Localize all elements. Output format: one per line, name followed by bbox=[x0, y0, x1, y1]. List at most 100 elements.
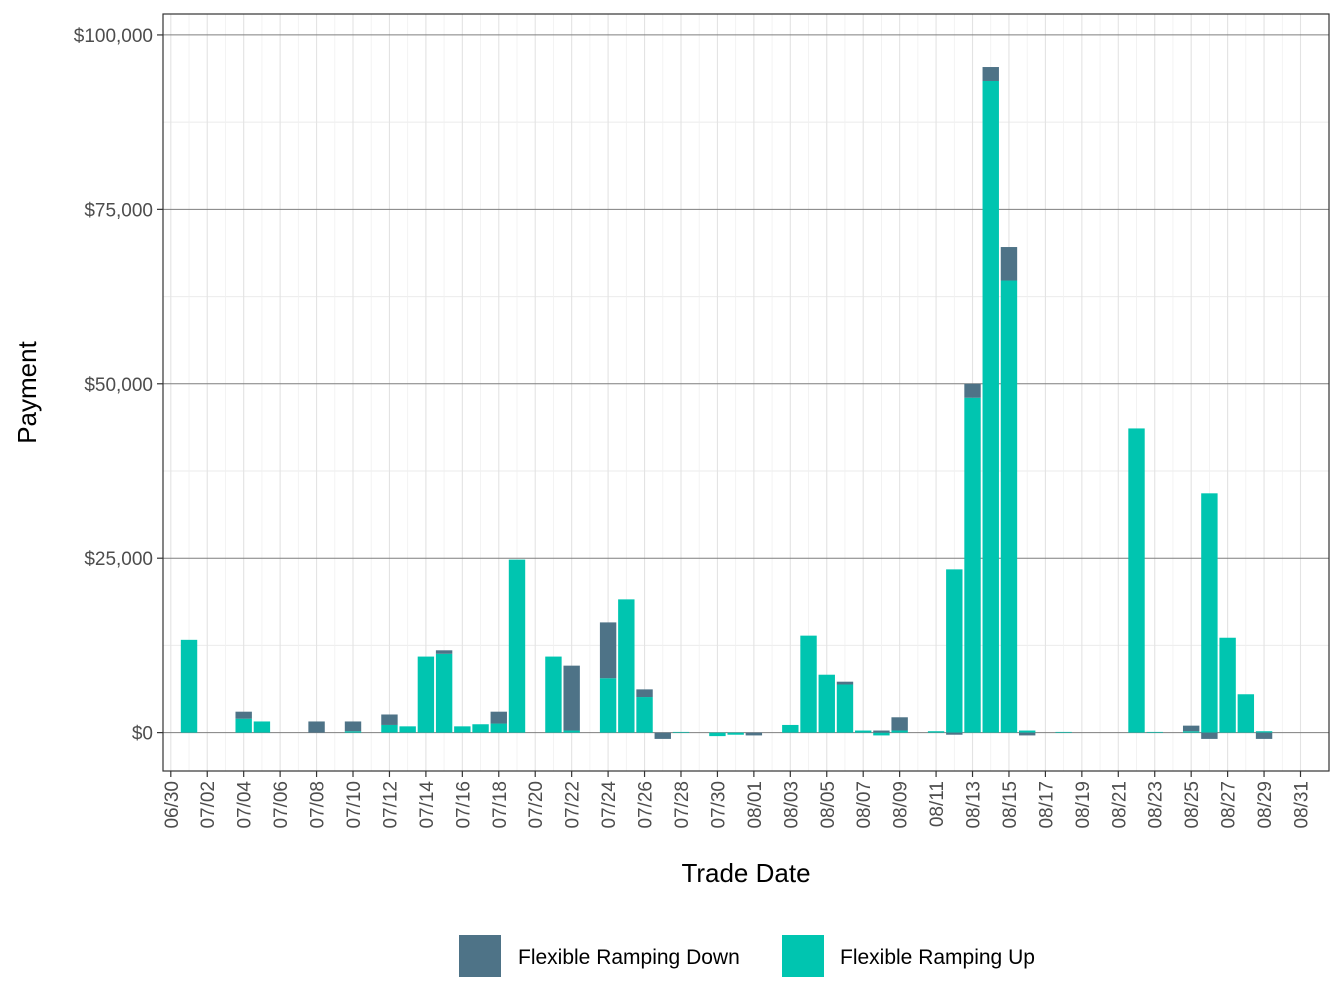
bar-ramping-up-08-06 bbox=[836, 684, 854, 733]
bar-ramping-up-07-17 bbox=[472, 724, 489, 733]
bar-ramping-up-07-24 bbox=[599, 678, 617, 733]
bar-ramping-down-07-27 bbox=[654, 732, 671, 739]
bar-ramping-up-07-28 bbox=[672, 731, 690, 733]
x-tick-label: 07/26 bbox=[636, 781, 657, 829]
bar-ramping-up-08-04 bbox=[800, 635, 817, 733]
bar-ramping-up-08-22 bbox=[1128, 428, 1145, 733]
bar-ramping-up-07-16 bbox=[454, 726, 471, 733]
x-tick-label: 08/03 bbox=[781, 781, 802, 829]
bar-ramping-down-07-22 bbox=[563, 665, 580, 731]
x-tick-label: 07/24 bbox=[599, 781, 620, 829]
bar-ramping-up-07-12 bbox=[381, 724, 398, 733]
bar-ramping-down-08-26 bbox=[1201, 732, 1218, 739]
bar-ramping-up-08-03 bbox=[782, 724, 799, 733]
panel-border bbox=[162, 13, 1330, 772]
y-tick-label: $100,000 bbox=[74, 26, 153, 47]
x-tick-label: 08/01 bbox=[745, 781, 766, 829]
bar-ramping-up-07-22 bbox=[563, 730, 580, 733]
bar-ramping-up-07-25 bbox=[618, 599, 635, 733]
bar-ramping-up-08-13 bbox=[964, 397, 981, 733]
bar-ramping-up-07-21 bbox=[545, 656, 562, 733]
bar-ramping-down-08-13 bbox=[964, 383, 981, 398]
x-tick-label: 07/02 bbox=[198, 781, 219, 829]
x-tick-label: 08/07 bbox=[854, 781, 875, 829]
legend-swatch-flexible-ramping-down bbox=[459, 935, 501, 977]
bar-ramping-up-08-12 bbox=[946, 569, 963, 733]
bar-ramping-up-08-23 bbox=[1146, 731, 1163, 733]
bar-ramping-down-08-25 bbox=[1182, 725, 1200, 732]
bar-ramping-down-08-06 bbox=[836, 681, 854, 685]
x-tick-label: 07/30 bbox=[708, 781, 729, 829]
legend-label-flexible-ramping-up: Flexible Ramping Up bbox=[840, 946, 1035, 969]
x-tick-label: 08/27 bbox=[1219, 781, 1240, 829]
y-tick-label: $25,000 bbox=[84, 549, 153, 570]
y-tick-label: $75,000 bbox=[84, 200, 153, 221]
x-tick-label: 07/08 bbox=[308, 781, 329, 829]
bar-ramping-up-07-01 bbox=[180, 639, 198, 733]
x-tick-label: 07/04 bbox=[235, 781, 256, 829]
bar-ramping-down-07-15 bbox=[435, 650, 453, 654]
bar-ramping-up-07-19 bbox=[508, 559, 526, 733]
bar-ramping-down-08-29 bbox=[1255, 732, 1273, 739]
bar-ramping-up-08-11 bbox=[927, 731, 945, 733]
x-axis: 06/30 07/02 07/04 07/06 07/08 07/10 07/12 07/14… bbox=[162, 771, 1313, 829]
bar-ramping-down-08-08 bbox=[873, 730, 890, 733]
x-tick-label: 08/05 bbox=[818, 781, 839, 829]
bar-ramping-up-08-14 bbox=[982, 80, 999, 733]
x-tick-label: 08/23 bbox=[1146, 781, 1167, 829]
bar-ramping-down-07-12 bbox=[381, 714, 398, 725]
bar-ramping-down-07-18 bbox=[490, 711, 507, 724]
x-tick-label: 07/14 bbox=[417, 781, 438, 829]
bar-ramping-down-07-08 bbox=[308, 721, 325, 733]
bar-ramping-up-07-18 bbox=[490, 723, 507, 733]
bar-ramping-up-07-26 bbox=[636, 697, 653, 733]
x-tick-label: 07/28 bbox=[672, 781, 693, 829]
x-tick-label: 07/06 bbox=[271, 781, 292, 829]
bar-ramping-up-08-18 bbox=[1055, 731, 1072, 733]
x-tick-label: 08/31 bbox=[1292, 781, 1313, 829]
bar-ramping-up-08-09 bbox=[891, 730, 908, 733]
bar-ramping-up-07-13 bbox=[399, 726, 416, 733]
x-tick-label: 07/18 bbox=[490, 781, 511, 829]
x-tick-label: 07/12 bbox=[380, 781, 401, 829]
x-tick-label: 08/29 bbox=[1255, 781, 1276, 829]
y-axis: $0 $25,000 $50,000 $75,000 $100,000 bbox=[74, 26, 163, 745]
x-tick-label: 07/20 bbox=[526, 781, 547, 829]
bar-ramping-down-08-15 bbox=[1000, 247, 1018, 281]
bar-ramping-up-08-27 bbox=[1219, 637, 1236, 733]
legend: Flexible Ramping Down Flexible Ramping U… bbox=[459, 935, 1035, 977]
bar-ramping-up-07-04 bbox=[235, 718, 252, 733]
bar-ramping-up-07-15 bbox=[435, 653, 453, 733]
bar-ramping-up-07-31 bbox=[727, 732, 744, 735]
bar-ramping-up-08-08 bbox=[873, 732, 890, 736]
x-tick-label: 08/17 bbox=[1036, 781, 1057, 829]
legend-swatch-flexible-ramping-up bbox=[782, 935, 824, 977]
bar-ramping-up-07-30 bbox=[709, 732, 726, 737]
bar-ramping-up-07-10 bbox=[344, 731, 362, 733]
legend-label-flexible-ramping-down: Flexible Ramping Down bbox=[518, 946, 740, 969]
x-tick-label: 08/13 bbox=[964, 781, 985, 829]
bar-ramping-up-08-26 bbox=[1201, 493, 1218, 733]
bar-ramping-up-08-07 bbox=[854, 730, 872, 733]
bar-ramping-up-08-28 bbox=[1237, 694, 1255, 733]
bar-ramping-down-08-12 bbox=[946, 732, 963, 735]
bar-ramping-down-07-24 bbox=[599, 622, 617, 679]
x-tick-label: 06/30 bbox=[162, 781, 183, 829]
x-tick-label: 08/09 bbox=[891, 781, 912, 829]
y-axis-title: Payment bbox=[12, 340, 42, 443]
bar-ramping-down-08-16 bbox=[1018, 732, 1036, 736]
x-tick-label: 08/25 bbox=[1182, 781, 1203, 829]
bar-ramping-down-08-01 bbox=[745, 732, 763, 736]
bar-ramping-up-08-29 bbox=[1255, 731, 1273, 733]
bar-ramping-down-08-14 bbox=[982, 67, 999, 81]
bars bbox=[180, 67, 1273, 739]
bar-ramping-up-07-14 bbox=[417, 656, 435, 733]
bar-ramping-up-08-15 bbox=[1000, 280, 1018, 733]
bar-ramping-down-07-10 bbox=[344, 721, 362, 732]
x-tick-label: 08/11 bbox=[927, 781, 948, 827]
x-tick-label: 08/21 bbox=[1109, 781, 1130, 829]
bar-ramping-up-07-05 bbox=[253, 721, 271, 733]
y-tick-label: $50,000 bbox=[84, 375, 153, 396]
bar-ramping-up-08-05 bbox=[818, 674, 835, 733]
